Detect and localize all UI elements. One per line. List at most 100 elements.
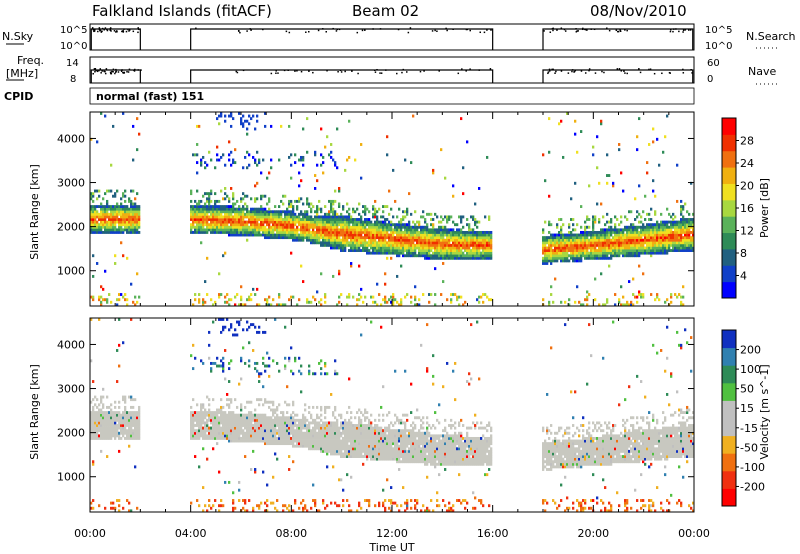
nsky-trace <box>90 27 694 50</box>
colorbar-segment <box>722 167 736 184</box>
trace-dot <box>95 69 97 72</box>
trace-dot <box>552 29 554 32</box>
trace-dot <box>564 30 567 32</box>
trace-dot <box>106 28 108 31</box>
trace-dot <box>100 72 102 74</box>
colorbar-tick-label: -200 <box>740 480 765 493</box>
trace-dot <box>606 27 608 29</box>
trace-dot <box>94 28 96 31</box>
trace-dot <box>137 31 139 34</box>
trace-dot <box>122 71 125 74</box>
trace-dot <box>122 30 124 32</box>
trace-dot <box>584 72 587 74</box>
power-axes: 1000 2000 3000 4000 <box>57 112 695 306</box>
trace-dot <box>434 29 436 32</box>
freq-unit-label: [MHz] <box>6 67 38 80</box>
trace-dot <box>288 31 291 34</box>
trace-dot <box>682 72 685 74</box>
trace-dot <box>237 29 240 32</box>
colorbar-tick-label: 200 <box>740 344 761 357</box>
trace-dot <box>114 72 116 75</box>
trace-dot <box>601 70 603 73</box>
date-title: 08/Nov/2010 <box>590 2 687 20</box>
x-tick-label: 00:00 <box>74 527 106 540</box>
trace-dot <box>113 30 116 32</box>
trace-dot <box>115 31 117 33</box>
colorbar-tick-label: 50 <box>740 383 754 396</box>
trace-dot <box>112 71 114 73</box>
trace-dot <box>623 70 625 72</box>
trace-dot <box>560 70 563 72</box>
trace-dot <box>479 31 482 34</box>
trace-dot <box>351 70 353 72</box>
trace-dot <box>195 27 197 30</box>
trace-dot <box>127 28 129 31</box>
trace-dot <box>105 68 108 70</box>
colorbar-segment <box>722 382 736 401</box>
trace-dot <box>571 70 573 73</box>
trace-dot <box>98 28 101 30</box>
trace-dot <box>436 30 438 32</box>
trace-dot <box>332 27 334 30</box>
colorbar-tick-label: 12 <box>740 225 754 238</box>
station-title: Falkland Islands (fitACF) <box>92 2 272 20</box>
colorbar-segment <box>722 248 736 266</box>
trace-dot <box>684 29 687 31</box>
trace-dot <box>361 29 364 32</box>
velocity-colorbar: -200 -100 -50 -15 15 50 100 200 <box>721 329 765 507</box>
nsky-left-tick-bottom: 10^0 <box>60 41 87 52</box>
trace-dot <box>560 27 563 29</box>
trace-dot <box>582 27 584 30</box>
velocity-panel-frame <box>89 317 695 513</box>
trace-dot <box>356 31 359 34</box>
trace-segment <box>542 69 694 83</box>
trace-dot <box>682 31 684 33</box>
power-colorbar: 4 8 12 16 20 24 28 <box>721 117 754 299</box>
trace-dot <box>584 28 587 31</box>
x-tick-label: 08:00 <box>275 527 307 540</box>
y-tick-label: 3000 <box>57 383 85 396</box>
trace-dot <box>96 70 99 73</box>
trace-dot <box>626 29 628 32</box>
trace-dot <box>103 70 105 73</box>
freq-right-tick-top: 60 <box>707 58 720 69</box>
trace-dot <box>552 68 554 71</box>
trace-dot <box>109 71 112 74</box>
beam-title: Beam 02 <box>352 2 419 20</box>
trace-dot <box>357 72 359 75</box>
trace-dot <box>296 70 298 72</box>
trace-dot <box>99 29 101 32</box>
trace-dot <box>543 30 545 32</box>
trace-dot <box>308 30 310 33</box>
cpid-panel-frame <box>89 87 695 105</box>
trace-dot <box>101 70 103 72</box>
power-ylabel: Slant Range [km] <box>28 164 41 260</box>
colorbar-segment <box>722 330 736 349</box>
trace-dot <box>126 71 128 73</box>
trace-dot <box>287 69 289 71</box>
trace-dot <box>571 69 574 71</box>
trace-dot <box>339 69 342 72</box>
trace-dot <box>619 29 621 31</box>
trace-dot <box>112 68 115 71</box>
trace-dot <box>325 31 327 33</box>
trace-dot <box>312 71 314 74</box>
trace-dot <box>137 69 140 71</box>
trace-dot <box>246 30 248 32</box>
freq-left-tick-bottom: 8 <box>70 74 76 85</box>
x-tick-label: 16:00 <box>477 527 509 540</box>
trace-dot <box>249 28 251 30</box>
trace-dot <box>335 30 338 32</box>
colorbar-segment <box>722 134 736 152</box>
trace-dot <box>385 69 387 71</box>
trace-dot <box>132 30 135 33</box>
colorbar-segment <box>722 232 736 250</box>
trace-dot <box>465 28 468 31</box>
trace-dot <box>648 68 650 71</box>
trace-dot <box>581 28 584 31</box>
trace-dot <box>678 30 680 33</box>
trace-dot <box>242 69 245 72</box>
trace-dot <box>469 68 471 70</box>
trace-dot <box>423 70 425 72</box>
trace-dot <box>588 68 591 70</box>
